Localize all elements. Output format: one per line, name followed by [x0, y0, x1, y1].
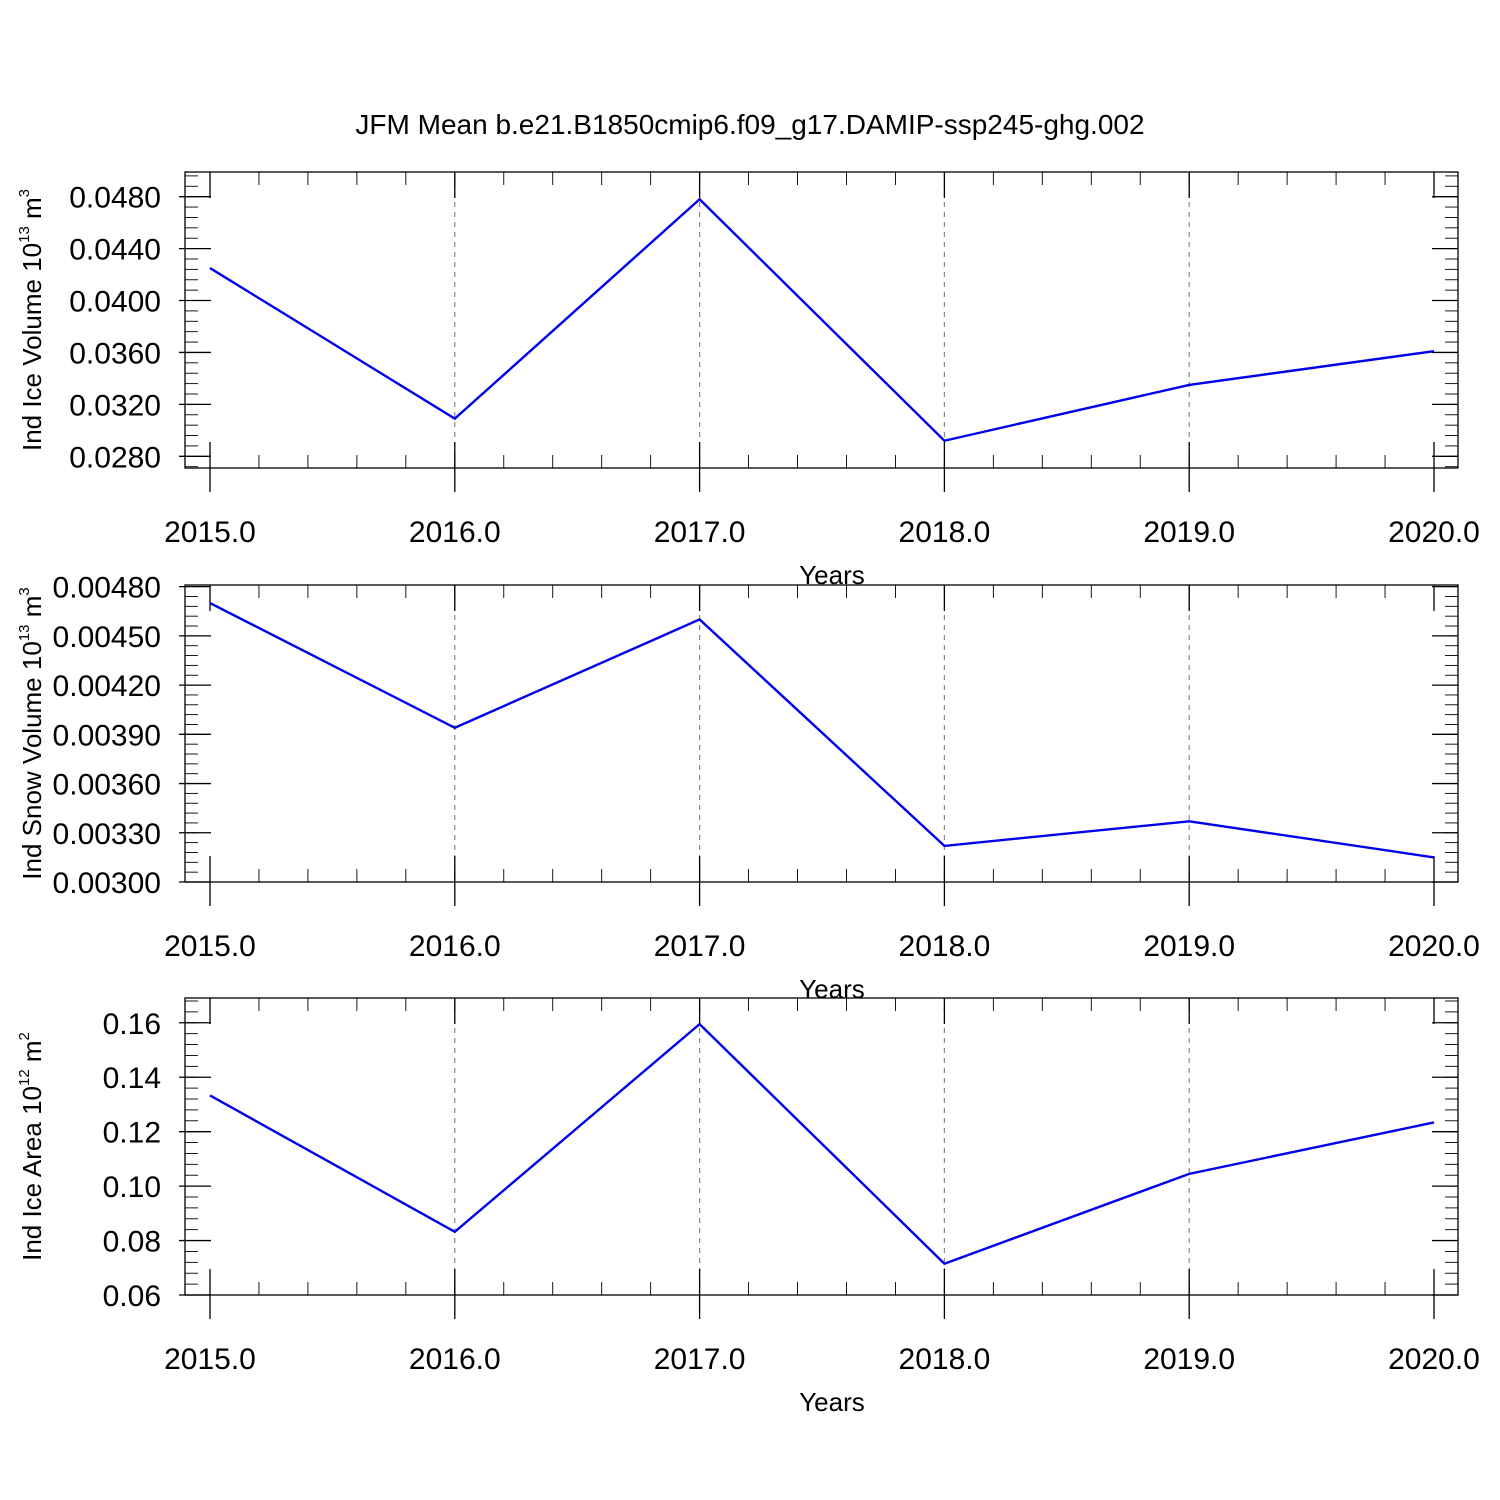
y-axis-label-unit-exponent: 3	[16, 189, 33, 197]
series-line	[209, 601, 1435, 859]
x-tick-label: 2020.0	[1388, 1343, 1480, 1376]
x-tick-label: 2019.0	[1143, 1343, 1235, 1376]
y-axis-label: Ind Ice Volume 1013 m3	[16, 189, 47, 451]
plot-frame	[184, 584, 1459, 883]
y-axis-label: Ind Ice Area 1012 m2	[16, 1032, 47, 1261]
y-tick-label: 0.16	[103, 1008, 161, 1041]
y-tick-label: 0.00330	[53, 818, 161, 851]
y-tick-label: 0.0440	[69, 234, 161, 267]
series-line	[209, 197, 1435, 443]
x-tick-label: 2015.0	[164, 1343, 256, 1376]
panel-3: 0.06 0.08 0.10 0.12 0.14 0.16 2015.0 2016.0 2017…	[16, 997, 1480, 1417]
x-axis-label: Years	[799, 1387, 865, 1417]
y-tick-label: 0.00390	[53, 719, 161, 752]
chart-title: JFM Mean b.e21.B1850cmip6.f09_g17.DAMIP-…	[355, 109, 1144, 140]
x-tick-label: 2015.0	[164, 516, 256, 549]
x-tick-label: 2017.0	[654, 930, 746, 963]
y-axis-label-text: Ind Ice Volume 10	[17, 243, 47, 451]
y-tick-label: 0.08	[103, 1226, 161, 1259]
series-line	[209, 1022, 1435, 1266]
y-tick-label: 0.0360	[69, 337, 161, 370]
x-axis-label: Years	[799, 974, 865, 1004]
y-axis-label-text: Ind Snow Volume 10	[17, 641, 47, 880]
plot-frame	[184, 997, 1459, 1296]
y-tick-label: 0.0280	[69, 441, 161, 474]
y-tick-label: 0.12	[103, 1117, 161, 1150]
panels: 0.0280 0.0320 0.0360 0.0400 0.0440 0.0480 2015…	[16, 171, 1480, 1417]
y-axis-label-unit-exponent: 3	[16, 587, 33, 595]
panel-2: 0.00300 0.00330 0.00360 0.00390 0.00420 0.004…	[16, 572, 1480, 1004]
y-tick-label: 0.06	[103, 1280, 161, 1313]
y-axis-label-unit: m	[17, 197, 47, 226]
x-tick-label: 2018.0	[899, 516, 991, 549]
x-tick-label: 2016.0	[409, 930, 501, 963]
x-tick-label: 2015.0	[164, 930, 256, 963]
x-tick-label: 2020.0	[1388, 516, 1480, 549]
y-axis-label-text: Ind Ice Area 10	[17, 1086, 47, 1261]
y-tick-label: 0.00450	[53, 621, 161, 654]
x-tick-label: 2019.0	[1143, 930, 1235, 963]
y-axis-label-unit: m	[17, 596, 47, 625]
y-tick-label: 0.0480	[69, 182, 161, 215]
y-axis-label-exponent: 13	[16, 226, 33, 243]
y-axis-label: Ind Snow Volume 1013 m3	[16, 587, 47, 879]
y-tick-label: 0.0320	[69, 389, 161, 422]
y-axis-label-exponent: 13	[16, 625, 33, 642]
y-tick-label: 0.00420	[53, 670, 161, 703]
x-tick-label: 2020.0	[1388, 930, 1480, 963]
y-tick-label: 0.0400	[69, 286, 161, 319]
x-tick-label: 2018.0	[899, 930, 991, 963]
x-tick-label: 2016.0	[409, 516, 501, 549]
x-tick-label: 2019.0	[1143, 516, 1235, 549]
y-tick-label: 0.14	[103, 1062, 161, 1095]
y-axis-label-unit: m	[17, 1040, 47, 1069]
y-tick-label: 0.10	[103, 1171, 161, 1204]
x-tick-label: 2016.0	[409, 1343, 501, 1376]
y-axis-label-exponent: 12	[16, 1069, 33, 1086]
y-tick-label: 0.00360	[53, 769, 161, 802]
x-tick-label: 2017.0	[654, 516, 746, 549]
y-tick-label: 0.00300	[53, 867, 161, 900]
y-tick-label: 0.00480	[53, 572, 161, 605]
y-axis-label-unit-exponent: 2	[16, 1032, 33, 1040]
plot-frame	[184, 171, 1459, 469]
panel-1: 0.0280 0.0320 0.0360 0.0400 0.0440 0.0480 2015…	[16, 171, 1480, 590]
x-tick-label: 2017.0	[654, 1343, 746, 1376]
x-tick-label: 2018.0	[899, 1343, 991, 1376]
